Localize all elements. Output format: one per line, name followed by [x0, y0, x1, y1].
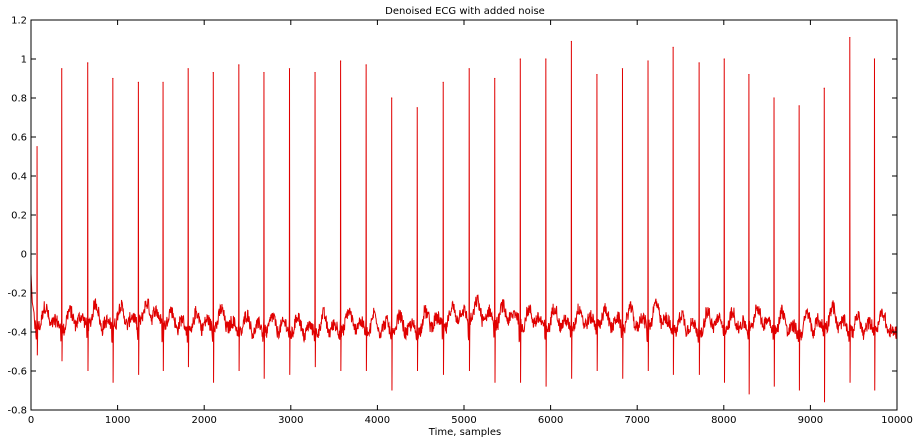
x-tick-label: 3000 [278, 415, 303, 426]
axes: 0 1000 2000 3000 4000 5000 6000 7000 8000 9000 100… [7, 16, 912, 427]
peak-point [698, 62, 700, 64]
peak-point [773, 97, 775, 99]
peak-point [339, 60, 342, 62]
peak-point [416, 107, 418, 109]
peak-point [238, 64, 240, 66]
peak-point [36, 146, 38, 148]
peak-point [442, 81, 444, 83]
y-tick-label: -0.8 [7, 406, 27, 417]
peak-point [494, 77, 496, 80]
peak-point [545, 58, 547, 60]
peak-point [288, 68, 291, 70]
peak-point [61, 68, 63, 70]
x-tick-label: 6000 [538, 415, 563, 426]
peak-point [723, 58, 725, 60]
plot-area [31, 36, 897, 403]
peak-point [468, 68, 470, 70]
y-tick-label: -0.6 [7, 367, 27, 378]
peak-point [137, 81, 139, 83]
x-tick-label: 7000 [624, 415, 649, 426]
peak-point [112, 77, 114, 80]
x-tick-label: 1000 [105, 415, 130, 426]
x-tick-label: 5000 [451, 415, 476, 426]
peak-point [391, 97, 393, 99]
peak-point [849, 36, 851, 39]
y-tick-label: 0.4 [11, 172, 27, 183]
peak-point [314, 72, 316, 74]
y-tick-label: 0.6 [11, 133, 27, 144]
x-tick-label: 0 [28, 415, 34, 426]
peak-point [87, 62, 89, 64]
peak-point [798, 105, 800, 107]
x-tick-label: 9000 [798, 415, 823, 426]
y-tick-label: -0.2 [7, 289, 27, 300]
y-tick-label: -0.4 [7, 328, 27, 339]
y-tick-label: 1.2 [11, 16, 27, 27]
y-tick-label: 0 [21, 250, 27, 261]
peak-point [570, 40, 572, 43]
y-tick-label: 1 [21, 55, 27, 66]
x-tick-label: 10000 [881, 415, 913, 426]
x-tick-label: 4000 [365, 415, 390, 426]
axes-box [30, 19, 898, 411]
chart-title: Denoised ECG with added noise [385, 6, 545, 17]
peak-point [621, 68, 624, 70]
peak-point [263, 72, 265, 74]
x-axis-label: Time, samples [428, 427, 501, 438]
peak-point [365, 64, 367, 66]
peak-point [187, 68, 189, 70]
peak-point [596, 74, 598, 76]
peak-point [519, 58, 521, 60]
peak-point [823, 87, 825, 89]
peak-point [672, 46, 674, 48]
x-tick-label: 8000 [711, 415, 736, 426]
peak-point [162, 81, 164, 83]
peak-point [873, 58, 876, 60]
x-tick-label: 2000 [191, 415, 216, 426]
ecg-series-line [31, 37, 897, 403]
peak-point [647, 60, 649, 62]
y-tick-label: 0.8 [11, 94, 27, 105]
peak-point [748, 74, 750, 76]
peak-point [212, 72, 214, 74]
y-tick-label: 0.2 [11, 211, 27, 222]
